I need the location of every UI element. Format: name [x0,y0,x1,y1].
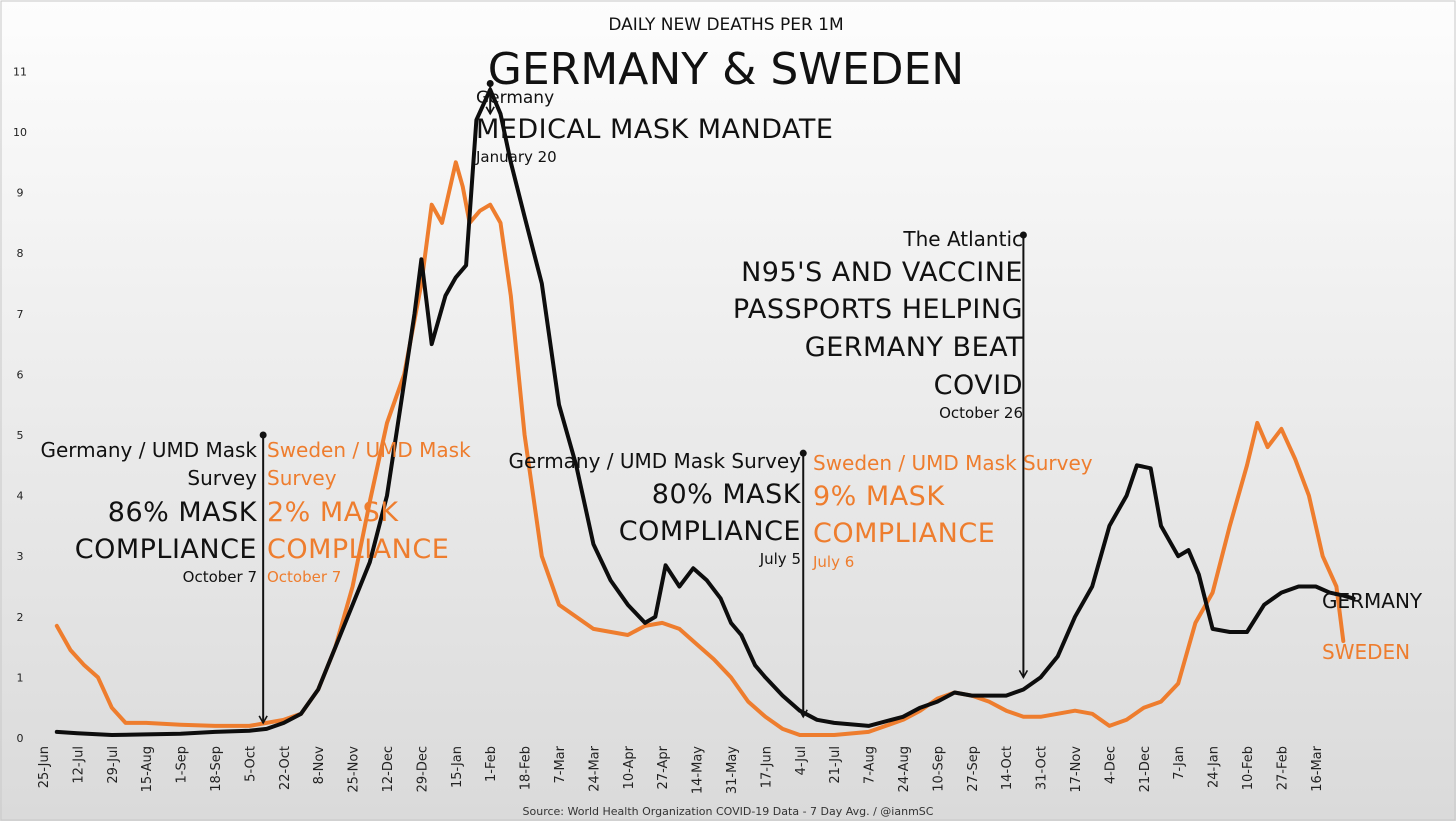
ann2-header: Germany [476,88,555,108]
x-tick-label: 24-Jan [1207,746,1222,788]
ann1-germany-compliance-line1: 86% MASK [107,497,257,528]
x-tick-label: 25-Nov [347,746,362,793]
ann1-sweden-header-line1: Sweden / UMD Mask [267,438,471,462]
y-tick-label: 2 [17,611,24,624]
y-axis: 0 1 2 3 4 5 6 7 8 9 10 11 [13,65,27,745]
y-tick-label: 11 [13,65,27,78]
x-tick-label: 10-Feb [1241,746,1256,790]
ann3-germany-header: Germany / UMD Mask Survey [508,449,801,473]
y-tick-label: 0 [17,732,24,745]
annotation-3-dot [799,449,807,457]
series-lines [54,87,1356,737]
ann4-date: October 26 [939,404,1023,422]
x-tick-label: 10-Apr [622,745,637,789]
x-tick-label: 27-Feb [1275,746,1290,790]
ann3-germany-compliance-line1: 80% MASK [651,479,801,510]
ann3-sweden-date: July 6 [813,553,855,571]
x-tick-label: 21-Dec [1138,746,1153,792]
x-tick-label: 15-Aug [140,746,155,792]
ann1-sweden-date: October 7 [267,568,342,586]
x-tick-label: 29-Jul [106,746,121,784]
ann1-sweden-header-line2: Survey [267,466,337,490]
ann1-germany-date: October 7 [182,568,257,586]
x-tick-label: 27-Sep [966,746,981,792]
annotation-2-arrowhead [485,106,495,116]
x-tick-label: 18-Sep [209,746,224,792]
ann4-headline-line2: PASSPORTS HELPING [732,294,1023,325]
ann1-germany-header-line1: Germany / UMD Mask [40,438,257,462]
ann2-mandate-text: MEDICAL MASK MANDATE [476,114,834,145]
y-tick-label: 10 [13,126,27,139]
x-tick-label: 14-Oct [1000,746,1015,790]
source-note: Source: World Health Organization COVID-… [523,805,934,818]
x-tick-label: 18-Feb [519,746,534,790]
x-tick-label: 4-Dec [1103,746,1118,784]
x-tick-label: 16-Mar [1310,745,1325,791]
y-tick-label: 1 [17,671,24,684]
chart-title: GERMANY & SWEDEN [488,44,964,95]
ann3-sweden-header: Sweden / UMD Mask Survey [813,451,1093,475]
y-tick-label: 4 [17,490,24,503]
x-tick-label: 10-Sep [931,746,946,792]
x-tick-label: 15-Jan [450,746,465,788]
annotation-2-dot [486,80,494,88]
x-tick-label: 29-Dec [415,746,430,792]
ann2-date: January 20 [476,148,557,166]
ann4-header: The Atlantic [903,227,1023,251]
x-tick-label: 7-Jan [1172,746,1187,780]
x-tick-label: 24-Mar [587,745,602,791]
x-tick-label: 24-Aug [897,746,912,792]
x-tick-label: 17-Jun [759,746,774,788]
annotation-3-arrowhead [798,709,808,719]
x-tick-label: 8-Nov [312,746,327,785]
annotation-1-dot [259,431,267,439]
ann1-sweden-compliance-line1: 2% MASK [267,497,399,528]
ann4-headline-line1: N95'S AND VACCINE [741,257,1023,288]
x-tick-label: 21-Jul [828,746,843,784]
ann4-headline-line4: COVID [933,370,1023,401]
ann1-germany-compliance-line2: COMPLIANCE [74,534,257,565]
x-tick-label: 12-Dec [381,746,396,792]
ann4-headline-line3: GERMANY BEAT [804,332,1023,363]
chart-subtitle: DAILY NEW DEATHS PER 1M [608,15,843,35]
x-axis: 25-Jun 12-Jul 29-Jul 15-Aug 1-Sep 18-Sep 5-Oct… [37,745,1325,794]
annotation-markers [258,80,1029,725]
ann3-germany-compliance-line2: COMPLIANCE [618,516,801,547]
annotation-4-dot [1019,231,1027,239]
x-tick-label: 1-Feb [484,746,499,782]
x-tick-label: 14-May [691,746,706,794]
annotation-4-arrowhead [1018,670,1029,680]
ann3-germany-date: July 5 [759,550,801,568]
x-tick-label: 5-Oct [243,746,258,782]
x-tick-label: 31-Oct [1035,746,1050,790]
y-tick-label: 5 [17,429,24,442]
x-tick-label: 4-Jul [794,746,809,775]
y-tick-label: 7 [17,308,24,321]
y-tick-label: 8 [17,247,24,260]
x-tick-label: 25-Jun [37,746,52,788]
annotation-1-arrowhead [258,715,268,725]
x-tick-label: 27-Apr [656,745,671,789]
x-tick-label: 22-Oct [278,746,293,790]
x-tick-label: 1-Sep [175,746,190,783]
x-tick-label: 17-Nov [1069,746,1084,793]
legend-sweden-label: SWEDEN [1322,640,1411,664]
ann3-sweden-compliance-line1: 9% MASK [813,481,945,512]
x-tick-label: 31-May [725,746,740,794]
x-tick-label: 7-Aug [863,746,878,784]
x-tick-label: 7-Mar [553,745,568,783]
x-tick-label: 12-Jul [71,746,86,784]
y-tick-label: 3 [17,550,24,563]
ann3-sweden-compliance-line2: COMPLIANCE [813,518,996,549]
series-line-germany [54,87,1356,737]
legend-germany-label: GERMANY [1322,589,1423,613]
y-tick-label: 6 [17,368,24,381]
y-tick-label: 9 [17,187,24,200]
ann1-sweden-compliance-line2: COMPLIANCE [267,534,450,565]
ann1-germany-header-line2: Survey [187,466,257,490]
